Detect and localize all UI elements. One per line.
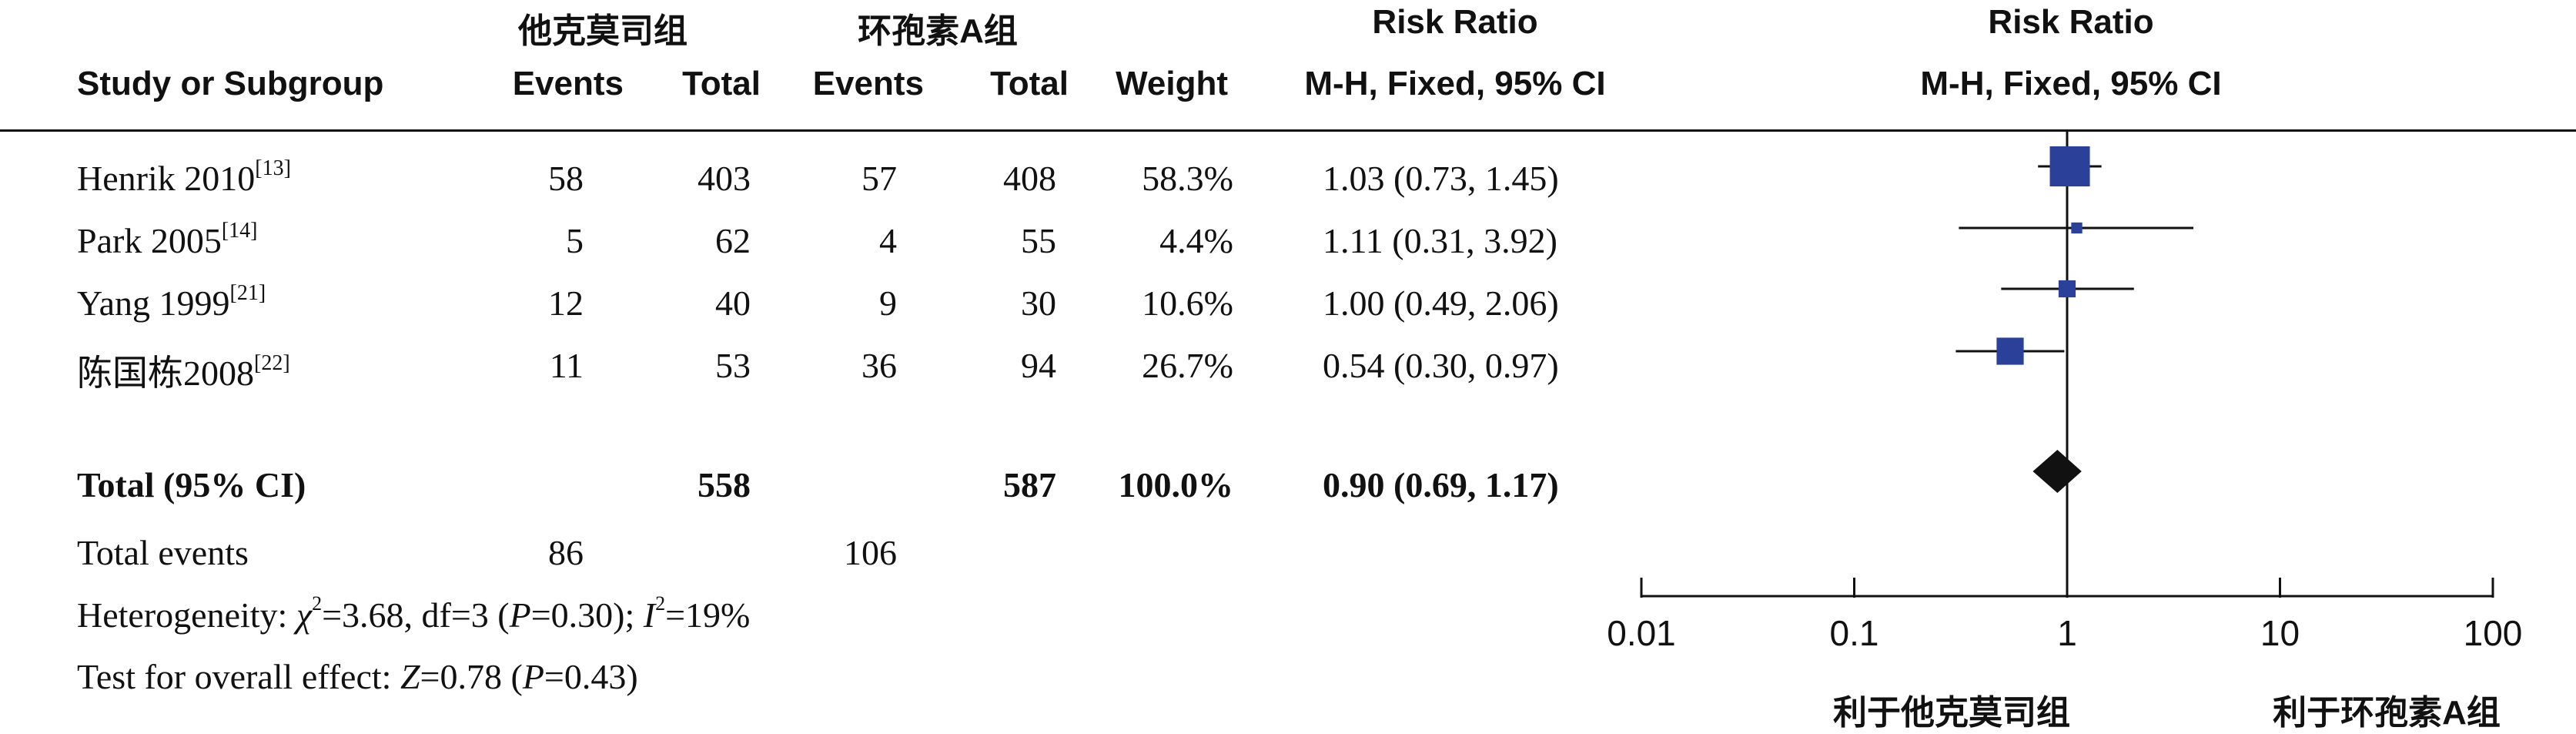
col-events1-header: Events: [512, 65, 624, 102]
study-weight: 26.7%: [1142, 346, 1233, 385]
study-events1: 5: [566, 221, 584, 260]
study-total2: 408: [1003, 159, 1056, 198]
study-effect-marker: [2058, 280, 2076, 298]
study-total1: 403: [698, 159, 751, 198]
header-divider: [0, 129, 2576, 132]
study-effect-marker: [1996, 337, 2024, 365]
study-name: 陈国栋2008[22]: [77, 351, 290, 394]
study-name: Park 2005[14]: [77, 219, 258, 261]
study-events1: 58: [548, 159, 584, 198]
x-axis-tick-label: 1: [2057, 613, 2077, 653]
study-events2: 4: [879, 221, 897, 260]
study-events1: 12: [548, 283, 584, 323]
plot-method-header: M-H, Fixed, 95% CI: [1920, 65, 2222, 102]
study-total1: 53: [715, 346, 751, 385]
total-weight: 100.0%: [1118, 465, 1234, 504]
col-total1-header: Total: [682, 65, 761, 102]
study-weight: 4.4%: [1159, 221, 1233, 260]
total-events1: 86: [548, 533, 584, 572]
heterogeneity-text: Heterogeneity: χ2=3.68, df=3 (P=0.30); I…: [77, 592, 751, 635]
total-ci: 0.90 (0.69, 1.17): [1323, 465, 1559, 504]
col-total2-header: Total: [990, 65, 1069, 102]
group1-header: 他克莫司组: [518, 12, 687, 50]
x-axis-tick-label: 10: [2260, 613, 2300, 653]
x-axis-tick-label: 100: [2464, 613, 2523, 653]
study-ci: 1.03 (0.73, 1.45): [1323, 159, 1559, 198]
x-axis-tick-label: 0.1: [1830, 613, 1879, 653]
study-total1: 62: [715, 221, 751, 260]
study-name: Yang 1999[21]: [77, 281, 266, 323]
col-study-header: Study or Subgroup: [77, 65, 384, 102]
favours-left-label: 利于他克莫司组: [1833, 694, 2070, 732]
x-axis-tick-label: 0.01: [1607, 613, 1676, 653]
total-events-label: Total events: [77, 533, 249, 572]
study-events1: 11: [549, 346, 584, 385]
study-total2: 30: [1021, 283, 1056, 323]
study-ci: 1.00 (0.49, 2.06): [1323, 283, 1559, 323]
overall-effect-text: Test for overall effect: Z=0.78 (P=0.43): [77, 657, 638, 696]
study-events2: 57: [861, 159, 897, 198]
risk-ratio-header: Risk Ratio: [1372, 3, 1538, 41]
group2-header: 环孢素A组: [858, 12, 1018, 50]
total-label: Total (95% CI): [77, 465, 306, 504]
study-effect-marker: [2071, 222, 2083, 234]
total-total2: 587: [1003, 465, 1056, 504]
study-ci: 0.54 (0.30, 0.97): [1323, 346, 1559, 385]
study-total1: 40: [715, 283, 751, 323]
study-events2: 9: [879, 283, 897, 323]
study-total2: 55: [1021, 221, 1056, 260]
favours-right-label: 利于环孢素A组: [2273, 694, 2501, 732]
study-weight: 58.3%: [1142, 159, 1233, 198]
col-method-header: M-H, Fixed, 95% CI: [1304, 65, 1606, 102]
col-weight-header: Weight: [1116, 65, 1228, 102]
total-effect-diamond: [2032, 450, 2082, 493]
study-ci: 1.11 (0.31, 3.92): [1323, 221, 1557, 260]
col-events2-header: Events: [812, 65, 924, 102]
plot-title: Risk Ratio: [1988, 3, 2154, 41]
total-events2: 106: [844, 533, 897, 572]
study-total2: 94: [1021, 346, 1056, 385]
total-total1: 558: [698, 465, 751, 504]
study-weight: 10.6%: [1142, 283, 1233, 323]
study-name: Henrik 2010[13]: [77, 156, 291, 199]
study-effect-marker: [2049, 146, 2090, 186]
study-events2: 36: [861, 346, 897, 385]
